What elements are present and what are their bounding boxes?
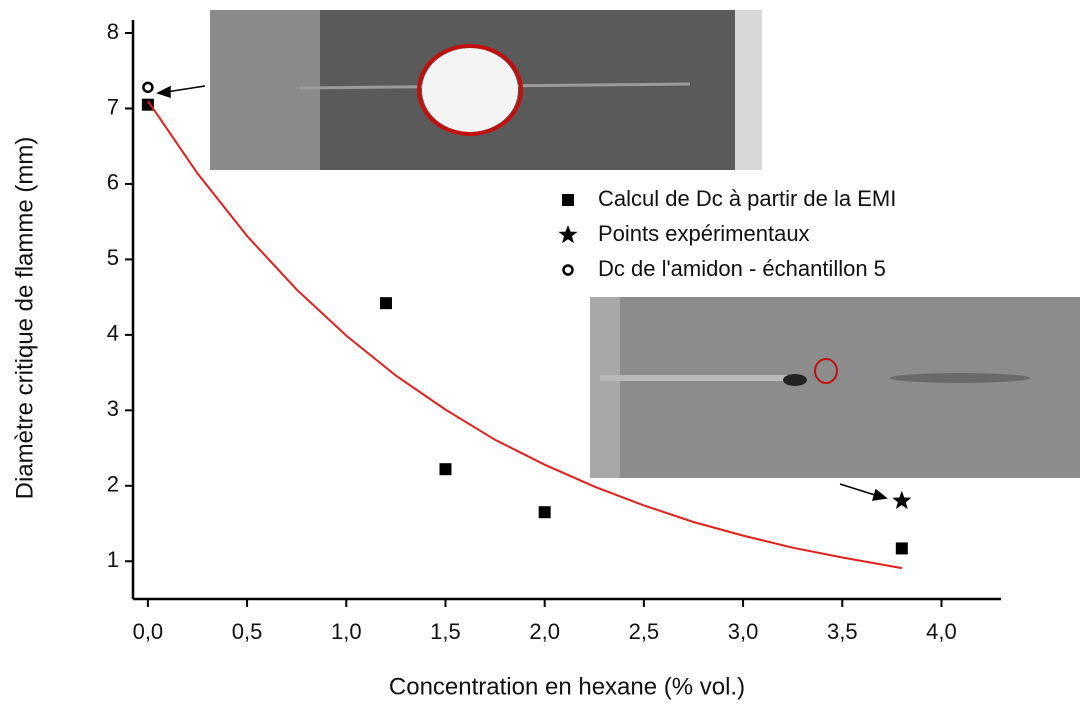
fit-curve (147, 100, 902, 570)
x-axis-title: Concentration en hexane (% vol.) (389, 673, 745, 700)
x-tick-label: 3,5 (827, 619, 858, 644)
legend-label: Points expérimentaux (598, 221, 810, 246)
point (142, 81, 154, 94)
point (892, 490, 912, 509)
y-tick-label: 2 (107, 472, 119, 497)
legend-marker (558, 225, 578, 244)
x-tick-label: 1,0 (331, 619, 362, 644)
y-tick-label: 1 (107, 547, 119, 572)
y-tick-label: 3 (107, 396, 119, 421)
point (379, 297, 392, 310)
point (439, 463, 452, 476)
y-tick-label: 5 (107, 245, 119, 270)
x-tick-label: 0,0 (133, 619, 164, 644)
legend-label: Calcul de Dc à partir de la EMI (598, 186, 896, 211)
legend-marker (562, 264, 574, 276)
x-tick-label: 3,0 (728, 619, 759, 644)
x-tick-label: 1,5 (430, 619, 461, 644)
arrows (156, 85, 888, 501)
y-tick-label: 6 (107, 170, 119, 195)
legend-marker (562, 194, 574, 206)
y-axis-title: Diamètre critique de flamme (mm) (11, 137, 38, 500)
x-tick-label: 4,0 (926, 619, 957, 644)
inset-photo-top (210, 10, 762, 170)
x-tick-label: 0,5 (232, 619, 263, 644)
y-tick-label: 7 (107, 94, 119, 119)
y-tick-label: 4 (107, 321, 119, 346)
inset-photo-right (590, 297, 1080, 478)
x-tick-label: 2,0 (529, 619, 560, 644)
legend-label: Dc de l'amidon - échantillon 5 (598, 256, 886, 281)
point (538, 506, 551, 519)
point (141, 98, 154, 111)
y-tick-label: 8 (107, 19, 119, 44)
point (895, 542, 908, 555)
x-tick-label: 2,5 (629, 619, 660, 644)
